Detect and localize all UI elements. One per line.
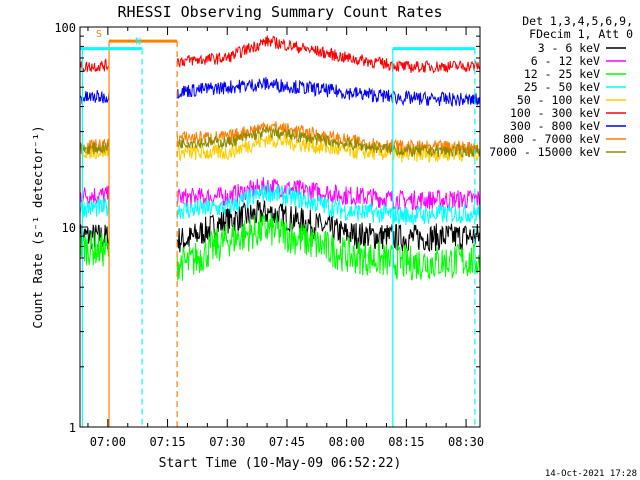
x-tick-label: 08:00 (329, 435, 365, 449)
series-line (176, 183, 481, 226)
series-12-25kev (79, 212, 481, 282)
series-line (79, 230, 110, 267)
legend-label: 3 - 6 keV (538, 41, 600, 55)
x-axis-label: Start Time (10-May-09 06:52:22) (159, 456, 402, 471)
series-line (79, 185, 110, 205)
series-line (176, 212, 481, 282)
series-line (79, 198, 110, 218)
y-tick-label: 100 (54, 21, 76, 35)
x-tick-label: 07:00 (90, 435, 126, 449)
series-line (176, 35, 481, 74)
legend-label: 12 - 25 keV (524, 67, 600, 81)
series-line (176, 131, 481, 164)
y-axis-ticks: 1 10 100 (54, 21, 480, 435)
legend: Det 1,3,4,5,6,9, FDecim 1, Att 0 3 - 6 k… (489, 14, 633, 159)
marker-label: S (96, 29, 102, 40)
legend-header-line: FDecim 1, Att 0 (529, 27, 633, 41)
x-axis-ticks: 07:00 07:15 07:30 07:45 08:00 08:15 08:30 (87, 27, 484, 449)
series-100-300kev (79, 35, 481, 74)
chart-title: RHESSI Observing Summary Count Rates (117, 3, 442, 21)
axes (79, 26, 481, 428)
plot-area (79, 35, 481, 282)
series-line (79, 90, 110, 105)
marker-label: N (135, 37, 141, 48)
legend-label: 7000 - 15000 keV (489, 145, 600, 159)
y-tick-label: 10 (62, 221, 76, 235)
x-tick-label: 07:45 (269, 435, 305, 449)
x-tick-label: 08:15 (388, 435, 424, 449)
observing-markers: SN (80, 29, 476, 427)
series-line (176, 77, 481, 107)
series-line (79, 141, 110, 155)
series-300-800kev (79, 77, 481, 107)
legend-label: 6 - 12 keV (531, 54, 600, 68)
legend-label: 300 - 800 keV (510, 119, 600, 133)
plot-frame (79, 26, 481, 428)
legend-label: 800 - 7000 keV (503, 132, 600, 146)
legend-label: 50 - 100 keV (517, 93, 600, 107)
legend-label: 25 - 50 keV (524, 80, 600, 94)
y-axis-label: Count Rate (s⁻¹ detector⁻¹) (30, 125, 45, 328)
series-line (176, 177, 481, 211)
series-25-50kev (79, 183, 481, 226)
y-tick-label: 1 (69, 421, 76, 435)
x-tick-label: 08:30 (448, 435, 484, 449)
legend-header-line: Det 1,3,4,5,6,9, (522, 14, 633, 28)
footer-date: 14-Oct-2021 17:28 (545, 469, 637, 479)
series-7000-15000kev (79, 126, 481, 159)
x-tick-label: 07:15 (149, 435, 185, 449)
series-6-12kev (79, 177, 481, 211)
series-line (79, 58, 110, 73)
legend-label: 100 - 300 keV (510, 106, 600, 120)
series-line (176, 199, 481, 253)
x-tick-label: 07:30 (209, 435, 245, 449)
series-line (176, 126, 481, 159)
